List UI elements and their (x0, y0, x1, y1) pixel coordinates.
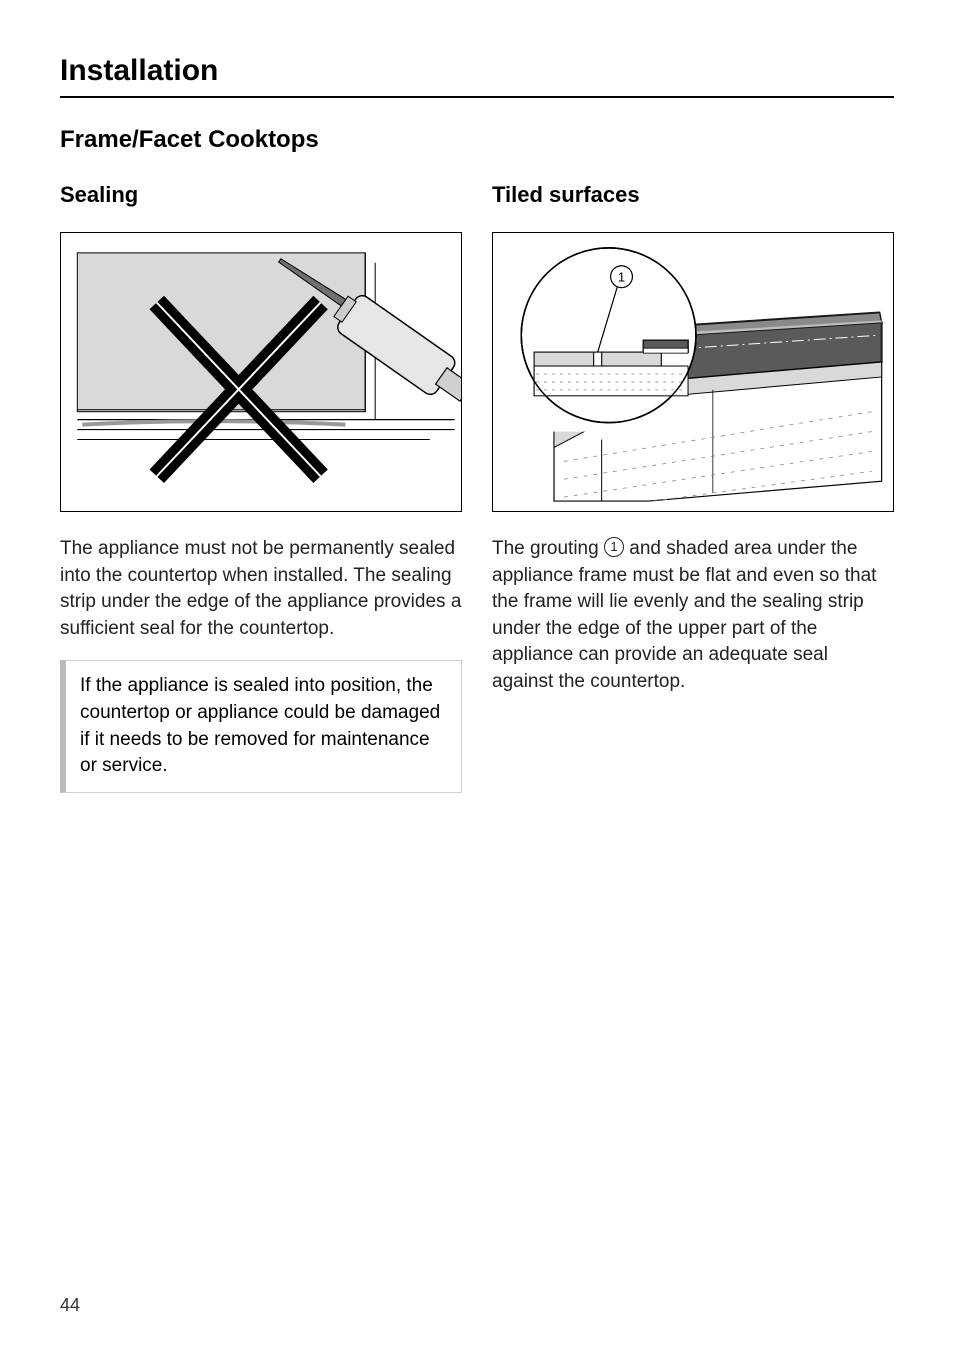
tiled-paragraph: The grouting 1 and shaded area under the… (492, 536, 894, 696)
tiled-paragraph-post: and shaded area under the appliance fram… (492, 538, 876, 692)
callout-number-svg: 1 (618, 270, 625, 285)
tiled-figure: 1 (492, 232, 894, 512)
section-heading: Frame/Facet Cooktops (60, 126, 894, 154)
sealing-figure (60, 232, 462, 512)
tiled-paragraph-pre: The grouting (492, 538, 604, 559)
page-number: 44 (60, 1295, 80, 1316)
sealing-heading: Sealing (60, 182, 462, 208)
sealing-paragraph: The appliance must not be permanently se… (60, 536, 462, 642)
page-title: Installation (60, 54, 894, 98)
left-column: Sealing (60, 182, 462, 793)
tiled-heading: Tiled surfaces (492, 182, 894, 208)
warning-note: If the appliance is sealed into position… (60, 660, 462, 792)
callout-ref-icon: 1 (604, 537, 624, 557)
two-column-layout: Sealing (60, 182, 894, 793)
right-column: Tiled surfaces (492, 182, 894, 793)
